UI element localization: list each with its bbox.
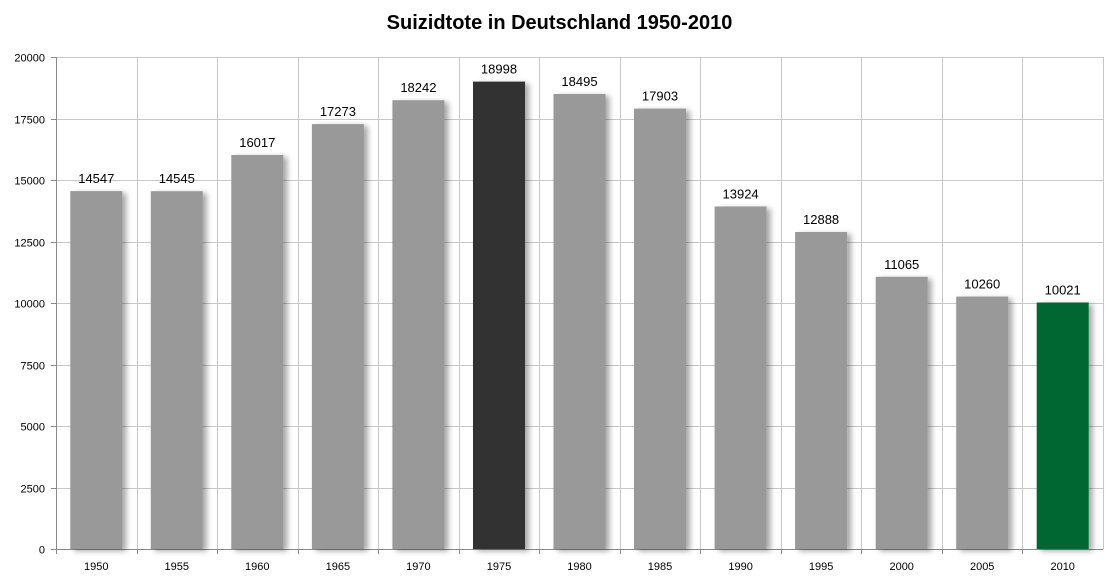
y-tick-label: 17500 [14,115,45,127]
x-tick-label: 1960 [245,561,269,573]
bar-1960 [231,155,284,549]
x-tick-label: 1975 [487,561,511,573]
y-tick-label: 7500 [21,361,45,373]
y-tick-label: 10000 [14,299,45,311]
y-tick-label: 0 [39,545,45,557]
x-tick-label: 1965 [326,561,350,573]
bar-2005 [956,296,1009,549]
data-label: 16017 [239,135,275,150]
data-label: 14545 [159,171,195,186]
bar-1955 [150,191,203,549]
x-tick-label: 1970 [406,561,430,573]
y-tick-label: 15000 [14,176,45,188]
bar-1995 [795,232,848,549]
axes: 0 2500 5000 7500 10000 12500 15000 17500 20000 [14,53,1103,557]
x-tick-label: 1990 [728,561,752,573]
x-tick-label: 1950 [84,561,108,573]
chart-title: Suizidtote in Deutschland 1950-2010 [386,12,733,34]
data-label: 18242 [400,80,436,95]
y-tick-label: 5000 [21,422,45,434]
x-tick-label: 2000 [889,561,913,573]
y-tick-label: 12500 [14,238,45,250]
data-label: 13924 [723,187,759,202]
bar-1980 [553,94,606,549]
bar-1975 [473,81,525,549]
data-label: 18998 [481,62,517,77]
bars [70,81,1089,549]
bar-2000 [875,276,928,549]
data-label: 10021 [1045,283,1081,298]
data-label: 14547 [78,171,114,186]
data-label: 17903 [642,89,678,104]
data-label: 18495 [561,74,597,89]
data-label: 17273 [320,104,356,119]
x-tick-label: 1980 [567,561,591,573]
data-label: 11065 [884,257,919,272]
bar-1990 [714,206,767,549]
bar-1965 [311,124,364,549]
x-tick-label: 1985 [648,561,672,573]
y-tick-label: 2500 [21,484,45,496]
bar-1985 [634,108,686,549]
bar-1970 [392,100,445,549]
y-tick-label: 20000 [14,53,45,65]
data-labels: 1950 14547 1955 14545 1960 16017 1965 17273 1970… [78,62,1081,573]
bar-1950 [70,191,123,549]
x-tick-label: 1995 [809,561,833,573]
bar-2010 [1036,302,1089,549]
x-tick-label: 2010 [1050,561,1074,573]
x-tick-label: 1955 [165,561,189,573]
data-label: 12888 [803,212,839,227]
data-label: 10260 [964,277,1000,292]
x-tick-label: 2005 [970,561,994,573]
